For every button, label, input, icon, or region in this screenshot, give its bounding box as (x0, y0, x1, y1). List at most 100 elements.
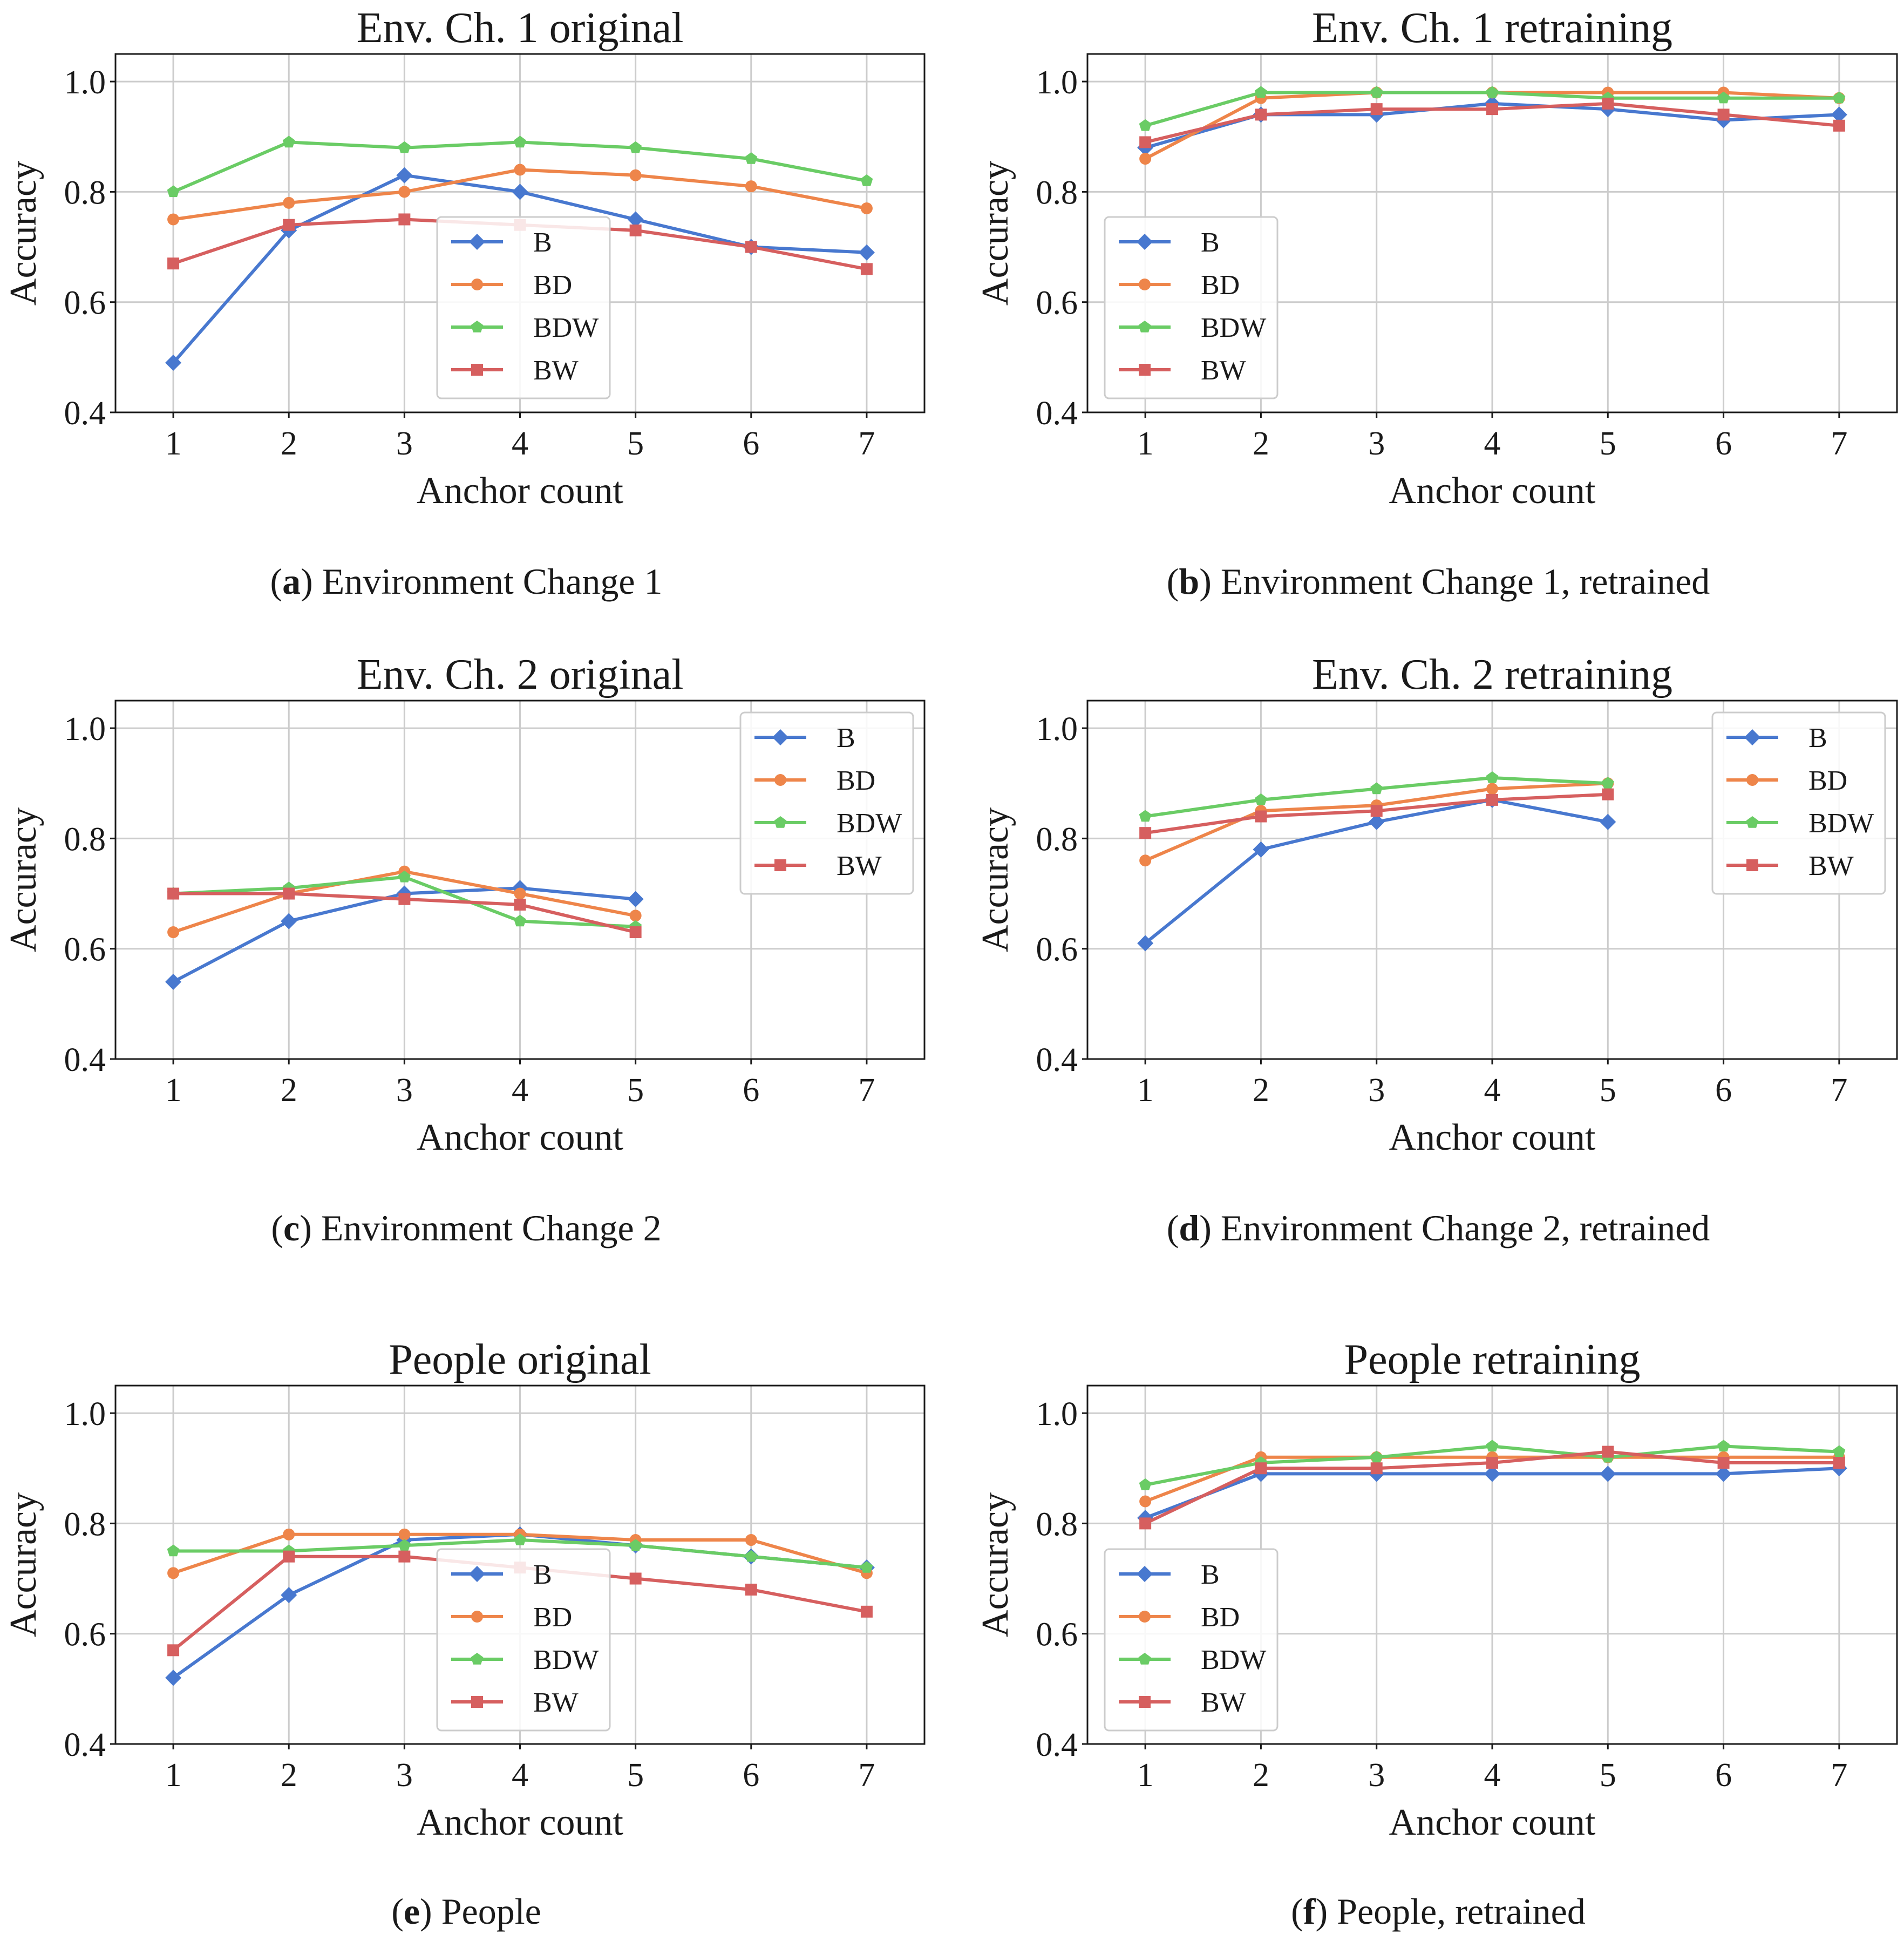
x-axis-label: Anchor count (1389, 1117, 1596, 1158)
data-point (1139, 810, 1152, 822)
data-point (398, 870, 411, 883)
legend-marker (471, 279, 483, 290)
y-tick-label: 0.8 (64, 821, 106, 858)
data-point (1370, 805, 1383, 817)
x-tick-label: 2 (1253, 1072, 1269, 1109)
legend-marker (1139, 364, 1151, 376)
x-tick-label: 6 (743, 1072, 759, 1109)
legend-marker (774, 816, 787, 828)
x-tick-label: 3 (1368, 1072, 1385, 1109)
legend-marker (772, 729, 788, 745)
y-tick-label: 0.6 (64, 1617, 106, 1653)
data-point (398, 141, 411, 153)
legend-marker (471, 1653, 484, 1665)
caption-d: (d) Environment Change 2, retrained (1166, 1207, 1710, 1248)
legend-label: BD (533, 1602, 572, 1633)
data-point (1600, 1465, 1616, 1482)
x-tick-label: 3 (396, 425, 413, 462)
data-point (283, 1550, 295, 1563)
x-tick-label: 1 (1137, 1072, 1154, 1109)
data-point (1486, 783, 1498, 795)
data-point (398, 1550, 411, 1563)
x-tick-label: 7 (1831, 425, 1847, 462)
y-tick-label: 0.4 (64, 395, 106, 432)
caption-letter: f (1303, 1891, 1316, 1932)
caption-text: People, retrained (1337, 1891, 1586, 1932)
x-tick-label: 7 (1831, 1757, 1847, 1794)
y-axis-label: Accuracy (3, 1492, 44, 1637)
series-bdw (167, 135, 873, 198)
y-axis-label: Accuracy (975, 807, 1016, 952)
data-point (1717, 1457, 1730, 1469)
data-point (629, 141, 642, 153)
data-point (283, 887, 295, 900)
legend-marker (471, 364, 483, 376)
data-point (165, 355, 182, 371)
data-point (629, 1572, 642, 1585)
legend-label: B (533, 227, 552, 258)
x-axis-label: Anchor count (1389, 1802, 1596, 1843)
legend-marker (1138, 321, 1151, 332)
y-tick-label: 1.0 (64, 1396, 106, 1433)
legend-label: BW (1201, 355, 1246, 386)
data-point (1717, 108, 1730, 121)
x-tick-label: 2 (1253, 1757, 1269, 1794)
data-point (1717, 91, 1730, 104)
data-point (283, 196, 295, 209)
x-axis-label: Anchor count (417, 1117, 624, 1158)
y-axis-label: Accuracy (975, 1492, 1016, 1637)
legend-label: B (837, 723, 855, 754)
y-axis-label: Accuracy (3, 161, 44, 306)
legend-marker (471, 1611, 483, 1623)
data-point (1833, 119, 1845, 132)
chart-title: People original (389, 1336, 651, 1383)
data-point (1486, 86, 1499, 98)
y-tick-label: 0.4 (1036, 1042, 1078, 1078)
data-point (745, 180, 757, 193)
data-point (1370, 86, 1383, 98)
series-bw (1139, 1445, 1845, 1530)
data-point (167, 1544, 180, 1557)
legend-label: BD (837, 765, 875, 796)
chart-title: People retraining (1344, 1336, 1641, 1383)
data-point (514, 164, 526, 176)
x-tick-label: 4 (512, 425, 528, 462)
x-tick-label: 5 (1600, 425, 1616, 462)
x-tick-label: 1 (165, 425, 182, 462)
y-tick-label: 1.0 (64, 711, 106, 748)
legend-marker (469, 234, 485, 250)
chart-panel: 1 2 3 4 5 6 7 0.4 0.6 0.8 1.0 People original Anchor… (3, 1336, 926, 1843)
y-tick-label: 0.8 (64, 174, 106, 211)
data-point (398, 186, 411, 198)
data-point (283, 1528, 295, 1540)
x-tick-label: 6 (743, 1757, 759, 1794)
data-point (745, 241, 757, 253)
data-point (165, 1669, 182, 1686)
data-point (1833, 1457, 1845, 1469)
legend-label: B (533, 1559, 552, 1590)
data-point (398, 1528, 411, 1540)
x-tick-label: 1 (1137, 1757, 1154, 1794)
legend-label: BD (1808, 765, 1847, 796)
data-point (1137, 935, 1154, 952)
data-point (1486, 771, 1499, 783)
x-tick-label: 7 (1831, 1072, 1847, 1109)
data-point (281, 913, 297, 929)
legend-label: BDW (533, 1645, 599, 1675)
data-point (1486, 1440, 1499, 1452)
legend-box (1104, 1548, 1279, 1732)
data-point (1370, 1462, 1383, 1475)
caption-c: (c) Environment Change 2 (271, 1207, 662, 1248)
x-tick-label: 5 (1600, 1757, 1616, 1794)
x-axis-label: Anchor count (1389, 470, 1596, 512)
chart-title: Env. Ch. 2 original (357, 651, 684, 698)
caption-a: (a) Environment Change 1 (270, 561, 663, 602)
legend-label: BW (533, 355, 579, 386)
x-tick-label: 2 (281, 1757, 297, 1794)
data-point (745, 1583, 757, 1596)
data-point (281, 1587, 297, 1604)
y-tick-label: 0.6 (1036, 1617, 1078, 1653)
data-point (1602, 788, 1614, 800)
legend-marker (1744, 729, 1760, 745)
